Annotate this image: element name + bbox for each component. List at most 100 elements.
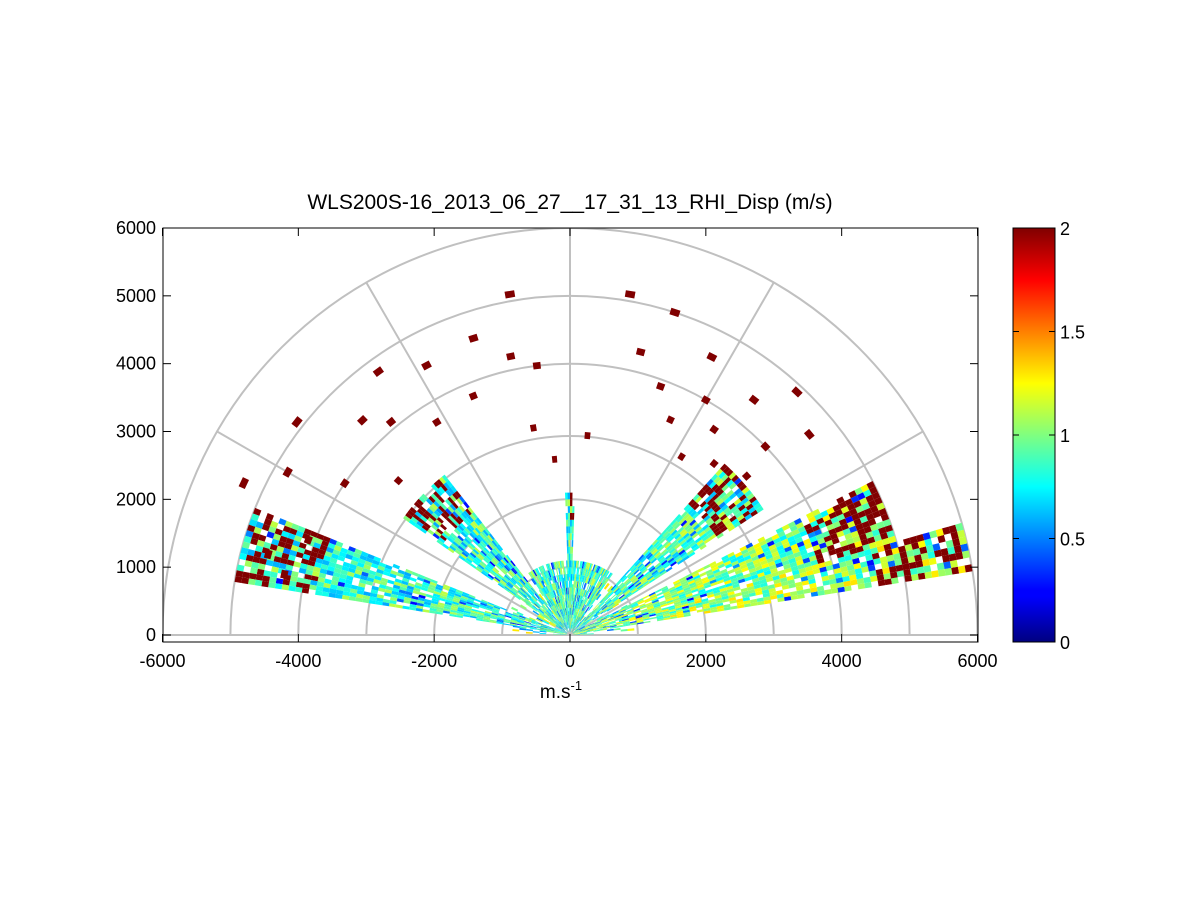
data-gate — [680, 541, 688, 548]
data-gate — [830, 516, 839, 524]
data-gate — [503, 576, 510, 582]
data-gate — [568, 607, 569, 615]
data-gate — [948, 524, 958, 534]
data-gate — [544, 626, 551, 630]
data-gate — [577, 602, 581, 610]
data-gate — [505, 564, 511, 571]
data-gate — [808, 578, 816, 585]
data-gate — [596, 590, 602, 597]
data-gate — [398, 589, 406, 594]
data-gate — [570, 519, 572, 527]
data-gate — [576, 574, 579, 582]
data-gate — [525, 618, 532, 622]
data-gate — [285, 537, 294, 545]
data-gate — [480, 560, 487, 567]
data-gate — [818, 521, 827, 529]
data-gate — [715, 599, 723, 604]
data-gate — [579, 596, 583, 603]
data-gate — [436, 606, 444, 611]
data-gate — [257, 563, 266, 571]
data-gate — [549, 616, 555, 622]
data-gate — [456, 515, 464, 523]
data-gate — [726, 479, 734, 487]
data-gate — [814, 513, 823, 521]
data-gate-high — [584, 432, 591, 440]
data-gate — [762, 566, 771, 573]
data-gate — [457, 607, 465, 611]
data-gate — [706, 591, 714, 596]
data-gate — [558, 602, 562, 610]
data-gate — [548, 577, 552, 585]
data-gate — [510, 619, 518, 622]
data-gate — [559, 567, 562, 575]
data-gate — [674, 533, 681, 540]
data-gate — [656, 534, 663, 541]
data-gate — [676, 515, 684, 523]
data-gate — [571, 567, 573, 574]
data-gate — [699, 591, 707, 596]
data-gate — [543, 595, 548, 602]
data-gate — [555, 620, 561, 626]
data-gate — [560, 588, 563, 596]
data-gate — [561, 581, 564, 589]
data-gate-high — [532, 361, 541, 370]
data-gate — [495, 575, 502, 581]
data-gate — [559, 634, 567, 635]
data-gate — [568, 587, 570, 595]
data-gate — [914, 554, 923, 562]
data-gate — [559, 626, 565, 631]
data-gate — [692, 493, 700, 502]
data-gate — [573, 587, 575, 595]
data-gate — [295, 586, 303, 593]
data-gate — [571, 621, 573, 629]
data-gate — [714, 574, 723, 580]
data-gate — [345, 553, 353, 560]
data-gate — [674, 514, 682, 521]
data-gate — [872, 510, 881, 519]
data-gate — [303, 528, 312, 536]
data-gate — [759, 578, 767, 585]
data-gate — [588, 624, 595, 627]
data-gate — [608, 603, 615, 608]
data-gate — [560, 625, 566, 631]
data-gate — [255, 574, 264, 581]
data-gate — [781, 559, 790, 566]
data-gate — [549, 591, 554, 599]
data-gate — [628, 573, 635, 580]
data-gate — [577, 618, 582, 624]
data-gate — [382, 571, 391, 577]
data-gate — [643, 620, 651, 624]
data-gate — [472, 529, 480, 536]
data-gate — [574, 567, 576, 575]
data-gate — [586, 618, 592, 623]
data-gate — [665, 553, 672, 560]
data-gate — [583, 605, 587, 612]
data-gate — [767, 584, 776, 590]
data-gate — [584, 576, 587, 583]
data-gate — [670, 591, 678, 597]
data-gate — [274, 528, 283, 536]
data-gate — [537, 623, 545, 627]
data-gate — [628, 584, 636, 591]
data-gate — [590, 612, 596, 618]
data-gate — [315, 557, 324, 564]
data-gate — [495, 554, 502, 561]
data-gate — [770, 594, 778, 600]
data-gate — [542, 604, 548, 611]
data-gate — [583, 605, 588, 612]
data-gate — [463, 501, 470, 509]
data-gate-high — [677, 452, 686, 462]
data-gate — [542, 614, 549, 619]
data-gate — [414, 523, 422, 530]
data-gate — [537, 616, 544, 621]
data-gate — [725, 563, 733, 569]
data-gate — [571, 608, 573, 615]
data-gate — [567, 601, 569, 608]
data-gate — [632, 567, 639, 574]
data-gate — [365, 580, 374, 586]
chart-title: WLS200S-16_2013_06_27__17_31_13_RHI_Disp… — [307, 191, 832, 214]
data-gate — [514, 584, 521, 590]
data-gate — [702, 605, 710, 610]
data-gate — [492, 609, 499, 614]
data-gate — [740, 507, 748, 515]
